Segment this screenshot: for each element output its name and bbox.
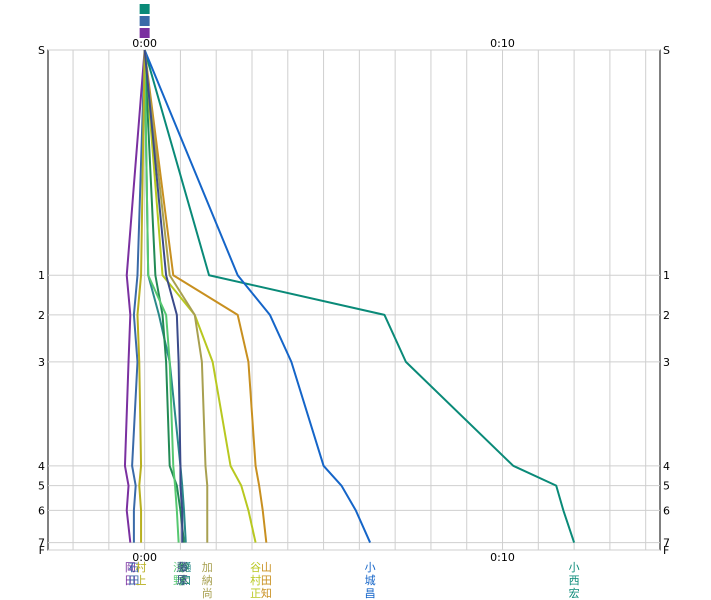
series-label-5: 口 [180, 574, 191, 587]
series-label-3: 村 [250, 573, 261, 587]
series-label-10: 上 [136, 574, 147, 587]
series-label-10: 村 [136, 560, 147, 574]
series-label-3: 谷 [250, 561, 261, 574]
x-tick-label-bottom: 0:10 [490, 551, 515, 564]
x-tick-label-top: 0:10 [490, 37, 515, 50]
y-tick-label-left: 3 [38, 356, 45, 369]
y-tick-label-left: 2 [38, 309, 45, 322]
series-label-1: 城 [365, 574, 376, 587]
series-label-8: 田 [125, 574, 136, 587]
y-tick-label-right: 3 [663, 356, 670, 369]
series-label-9: 田 [128, 574, 139, 587]
y-tick-labels-left: S 1 2 3 4 5 6 7F [38, 44, 45, 557]
y-tick-label-right: 5 [663, 480, 670, 493]
y-tick-label-left: S [38, 44, 45, 57]
series-line-8 [123, 49, 146, 543]
series-line-10 [136, 49, 146, 543]
series-label-0: 小 [569, 561, 580, 574]
y-tick-label-right: 2 [663, 309, 670, 322]
y-tick-label-right: 6 [663, 504, 670, 517]
top-marker [139, 4, 150, 14]
y-tick-label-right: 1 [663, 269, 670, 282]
series-label-7: 野 [173, 574, 184, 587]
series-line-6 [143, 49, 185, 543]
series-lines [123, 49, 576, 543]
series-label-1: 小 [365, 561, 376, 574]
series-line-2 [143, 49, 268, 543]
series-line-0 [143, 49, 576, 543]
series-label-4: 尚 [202, 586, 213, 600]
y-tick-label-left: 5 [38, 480, 45, 493]
top-marker [139, 28, 150, 38]
vertical-gridlines [72, 50, 647, 550]
y-tick-label-right: S [663, 44, 670, 57]
y-tick-label-left: 6 [38, 504, 45, 517]
series-label-5: 樋 [180, 560, 191, 574]
top-marker [139, 16, 150, 26]
series-label-6: 鈴 [179, 560, 190, 574]
series-label-8: 岡 [125, 561, 136, 574]
series-line-5 [143, 49, 187, 543]
series-label-9: 石 [128, 561, 139, 574]
series-label-2: 知 [261, 586, 272, 600]
series-label-11: 原 [177, 574, 188, 587]
series-label-0: 宏 [569, 586, 580, 600]
series-label-3: 正 [250, 587, 261, 600]
series-line-4 [143, 49, 209, 543]
series-label-11: 藤 [177, 561, 188, 574]
plot-frame [47, 49, 661, 551]
horizontal-gridlines [48, 49, 660, 551]
series-label-6: 木 [179, 574, 190, 587]
series-label-2: 山 [261, 561, 272, 574]
series-label-7: 浅 [173, 561, 184, 574]
y-tick-labels-right: S 1 2 3 4 5 6 7F [663, 44, 670, 557]
series-label-4: 加 [202, 561, 213, 574]
series-line-7 [143, 49, 180, 543]
y-tick-label-right: F [663, 544, 669, 557]
series-line-11 [143, 49, 184, 543]
y-tick-label-left: 4 [38, 460, 45, 473]
x-tick-labels-bottom: 0:00 0:10 [132, 551, 515, 564]
x-tick-label-bottom: 0:00 [132, 551, 157, 564]
y-tick-label-left: F [39, 544, 45, 557]
y-tick-label-right: 4 [663, 460, 670, 473]
y-tick-label-left: 1 [38, 269, 45, 282]
top-legend-markers [139, 4, 150, 38]
y-tick-label-right: 7 [663, 537, 670, 550]
y-tick-label-left: 7 [38, 537, 45, 550]
series-label-1: 昌 [365, 587, 376, 600]
x-tick-label-top: 0:00 [132, 37, 157, 50]
series-line-9 [131, 49, 146, 543]
x-tick-labels-top: 0:00 0:10 [132, 37, 515, 50]
series-label-2: 田 [261, 574, 272, 587]
series-line-1 [143, 49, 372, 543]
series-label-0: 西 [569, 574, 580, 587]
series-label-4: 納 [202, 574, 213, 587]
